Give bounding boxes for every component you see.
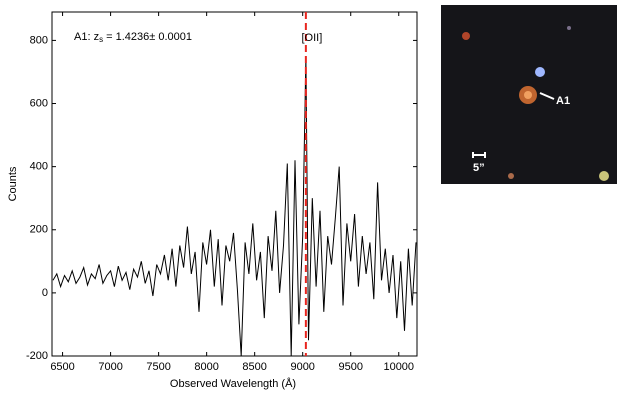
- y-tick-label: 0: [42, 287, 48, 299]
- x-tick-label: 10000: [383, 361, 414, 373]
- y-tick-label: 600: [30, 97, 48, 109]
- y-tick-label: 200: [30, 224, 48, 236]
- x-tick-label: 8000: [194, 361, 218, 373]
- image-panel: A1 5”: [441, 5, 617, 184]
- object-label: A1: [556, 95, 570, 107]
- annotation: A1: zs = 1.4236± 0.0001: [74, 31, 192, 44]
- x-tick-label: 8500: [242, 361, 266, 373]
- source: [599, 171, 609, 181]
- reference-label: [OII]: [301, 32, 322, 44]
- y-tick-label: -200: [26, 350, 48, 362]
- source: [462, 32, 470, 40]
- scale-label: 5”: [473, 162, 485, 174]
- x-tick-label: 6500: [50, 361, 74, 373]
- pointer: [539, 92, 555, 100]
- y-axis-label: Counts: [7, 166, 19, 201]
- y-tick-label: 800: [30, 34, 48, 46]
- x-tick-label: 7000: [98, 361, 122, 373]
- source: [567, 26, 571, 30]
- x-axis-label: Observed Wavelength (Å): [170, 377, 296, 390]
- x-tick-label: 9500: [338, 361, 362, 373]
- y-tick-label: 400: [30, 161, 48, 173]
- scale-bar: [472, 152, 486, 158]
- spectrum-line: [52, 56, 417, 357]
- galaxy-core: [524, 91, 532, 99]
- x-tick-label: 9000: [290, 361, 314, 373]
- source: [535, 67, 545, 77]
- plot-frame: [51, 11, 418, 357]
- x-tick-label: 7500: [146, 361, 170, 373]
- source: [508, 173, 514, 179]
